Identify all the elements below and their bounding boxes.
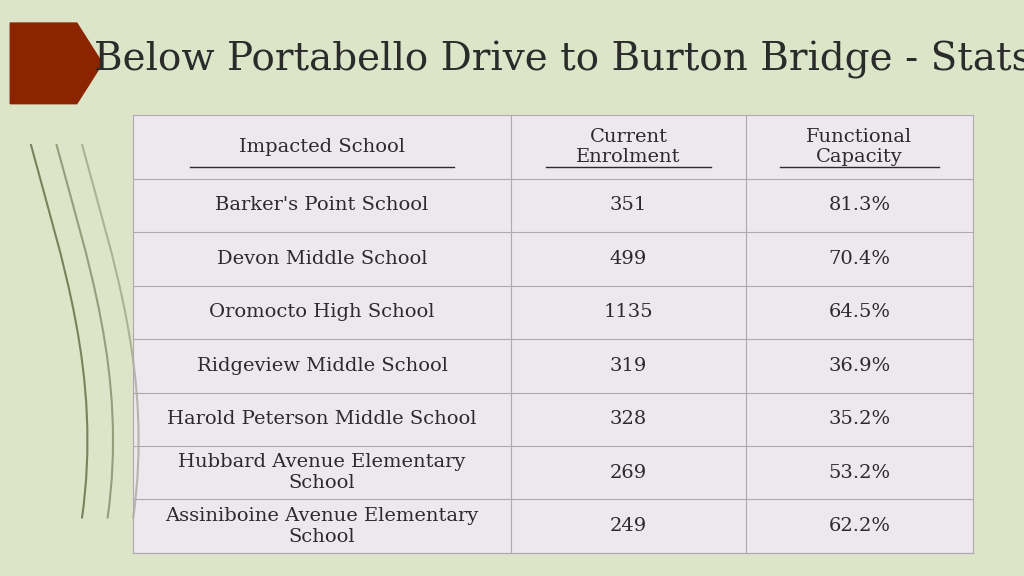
Text: Impacted School: Impacted School — [239, 138, 406, 156]
Text: 35.2%: 35.2% — [828, 410, 891, 429]
Text: Oromocto High School: Oromocto High School — [209, 304, 435, 321]
Text: Hubbard Avenue Elementary
School: Hubbard Avenue Elementary School — [178, 453, 466, 492]
Text: 53.2%: 53.2% — [828, 464, 891, 482]
Text: 62.2%: 62.2% — [828, 517, 891, 535]
Text: 499: 499 — [610, 250, 647, 268]
Text: 64.5%: 64.5% — [828, 304, 891, 321]
Text: Assiniboine Avenue Elementary
School: Assiniboine Avenue Elementary School — [166, 507, 478, 545]
Text: Functional
Capacity: Functional Capacity — [806, 127, 912, 166]
Text: 249: 249 — [610, 517, 647, 535]
Text: 1135: 1135 — [604, 304, 653, 321]
Text: 269: 269 — [610, 464, 647, 482]
Text: Current
Enrolment: Current Enrolment — [577, 127, 681, 166]
Text: Devon Middle School: Devon Middle School — [217, 250, 427, 268]
Text: 351: 351 — [610, 196, 647, 214]
Text: Harold Peterson Middle School: Harold Peterson Middle School — [167, 410, 477, 429]
Text: 36.9%: 36.9% — [828, 357, 891, 375]
Text: Ridgeview Middle School: Ridgeview Middle School — [197, 357, 447, 375]
Text: 81.3%: 81.3% — [828, 196, 891, 214]
Text: Barker's Point School: Barker's Point School — [215, 196, 429, 214]
Text: Below Portabello Drive to Burton Bridge - Stats: Below Portabello Drive to Burton Bridge … — [94, 41, 1024, 79]
Text: 70.4%: 70.4% — [828, 250, 891, 268]
Text: 319: 319 — [610, 357, 647, 375]
Text: 328: 328 — [610, 410, 647, 429]
